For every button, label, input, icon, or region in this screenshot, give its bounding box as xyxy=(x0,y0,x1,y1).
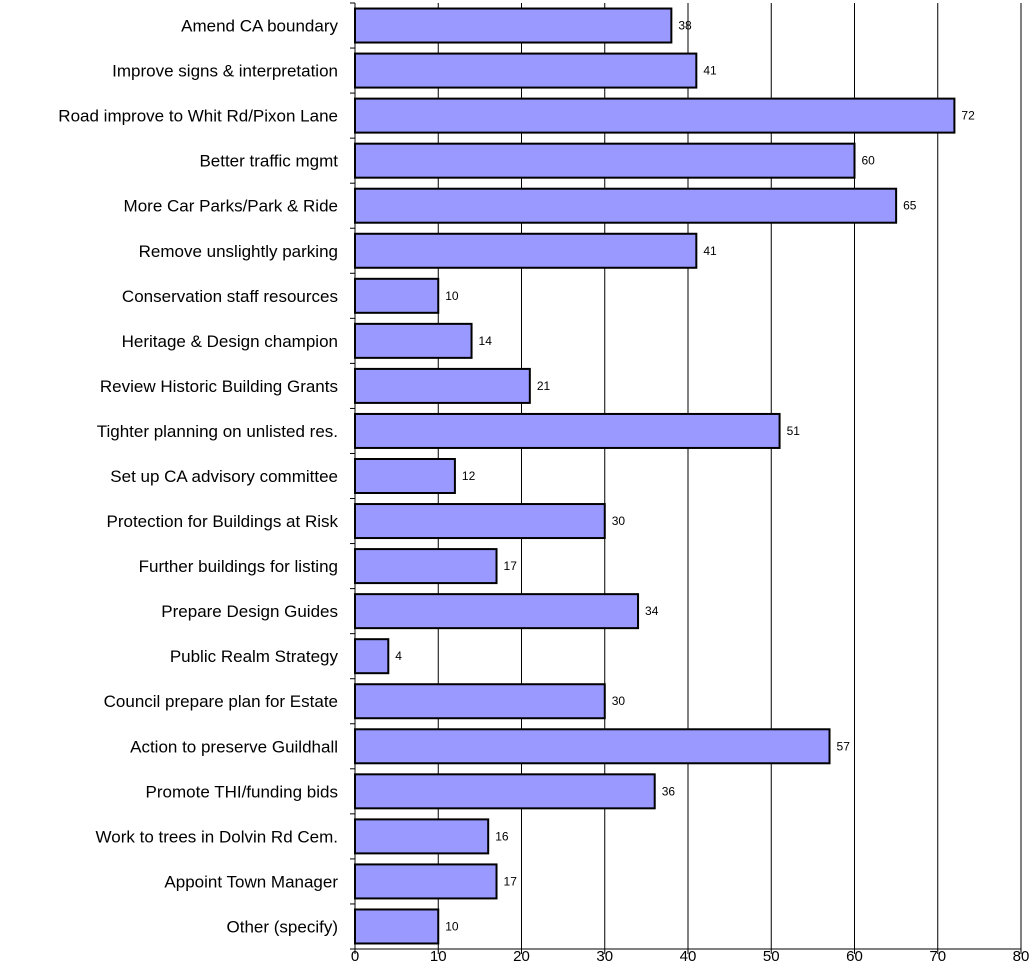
data-label: 4 xyxy=(395,649,402,663)
x-tick-labels: 0 10 20 30 40 50 60 70 80 xyxy=(351,948,1030,965)
category-label: Work to trees in Dolvin Rd Cem. xyxy=(96,827,338,846)
bar xyxy=(354,367,531,404)
bar xyxy=(354,187,898,224)
category-label: Promote THI/funding bids xyxy=(146,782,338,801)
category-label: More Car Parks/Park & Ride xyxy=(124,197,338,216)
data-label: 60 xyxy=(862,154,876,168)
data-label: 16 xyxy=(495,829,509,843)
bar xyxy=(354,503,606,540)
bar xyxy=(354,52,698,89)
data-labels: 38 41 72 60 65 41 10 14 21 51 12 30 17 34 4 30 57 36 16 17 1… xyxy=(395,19,975,934)
category-label: Better traffic mgmt xyxy=(199,152,338,171)
data-label: 14 xyxy=(479,334,493,348)
x-tick-label: 70 xyxy=(929,948,946,965)
data-label: 17 xyxy=(504,874,518,888)
data-label: 10 xyxy=(445,919,459,933)
category-label: Improve signs & interpretation xyxy=(112,62,338,81)
category-label: Road improve to Whit Rd/Pixon Lane xyxy=(58,107,338,126)
data-label: 51 xyxy=(787,424,801,438)
axes xyxy=(350,2,1022,954)
category-label: Conservation staff resources xyxy=(122,287,338,306)
x-tick-label: 0 xyxy=(351,948,359,965)
bar xyxy=(354,593,640,630)
bar xyxy=(354,277,440,314)
category-label: Further buildings for listing xyxy=(139,557,338,576)
category-label: Set up CA advisory committee xyxy=(110,467,338,486)
x-tick-label: 30 xyxy=(596,948,613,965)
x-tick-label: 50 xyxy=(763,948,780,965)
data-label: 21 xyxy=(537,379,551,393)
x-tick-label: 10 xyxy=(430,948,447,965)
x-tick-label: 80 xyxy=(1013,948,1030,965)
category-label: Prepare Design Guides xyxy=(161,602,338,621)
category-label: Heritage & Design champion xyxy=(122,332,338,351)
data-label: 38 xyxy=(678,19,692,33)
x-tick-label: 60 xyxy=(846,948,863,965)
category-label: Public Realm Strategy xyxy=(170,647,339,666)
bar xyxy=(354,683,606,720)
category-label: Other (specify) xyxy=(227,917,338,936)
category-label: Action to preserve Guildhall xyxy=(130,737,338,756)
data-label: 10 xyxy=(445,289,459,303)
category-label: Amend CA boundary xyxy=(181,17,338,36)
data-label: 65 xyxy=(903,199,917,213)
bar xyxy=(354,773,656,810)
data-label: 30 xyxy=(612,694,626,708)
bar xyxy=(354,818,490,855)
bar xyxy=(354,232,698,269)
bar xyxy=(354,7,673,44)
data-label: 72 xyxy=(961,109,975,123)
category-label: Review Historic Building Grants xyxy=(100,377,338,396)
data-label: 17 xyxy=(504,559,518,573)
bar xyxy=(354,548,498,585)
category-label: Remove unslightly parking xyxy=(139,242,338,261)
category-labels: Amend CA boundary Improve signs & interpr… xyxy=(58,17,338,937)
category-label: Protection for Buildings at Risk xyxy=(107,512,339,531)
data-label: 34 xyxy=(645,604,659,618)
data-label: 41 xyxy=(703,64,717,78)
bar xyxy=(354,97,956,134)
bar xyxy=(354,458,456,494)
data-label: 36 xyxy=(662,784,676,798)
bar xyxy=(354,908,440,945)
category-label: Council prepare plan for Estate xyxy=(104,692,338,711)
bar xyxy=(354,412,781,449)
x-tick-label: 40 xyxy=(680,948,697,965)
data-label: 57 xyxy=(837,739,851,753)
data-label: 41 xyxy=(703,244,717,258)
bars xyxy=(354,7,956,945)
bar xyxy=(354,322,473,359)
category-label: Appoint Town Manager xyxy=(164,872,338,891)
data-label: 30 xyxy=(612,514,626,528)
x-tick-label: 20 xyxy=(513,948,530,965)
category-label: Tighter planning on unlisted res. xyxy=(97,422,338,441)
bar xyxy=(354,863,498,900)
data-label: 12 xyxy=(462,469,476,483)
bar xyxy=(354,638,390,675)
bar xyxy=(354,728,831,765)
bar xyxy=(354,142,856,179)
